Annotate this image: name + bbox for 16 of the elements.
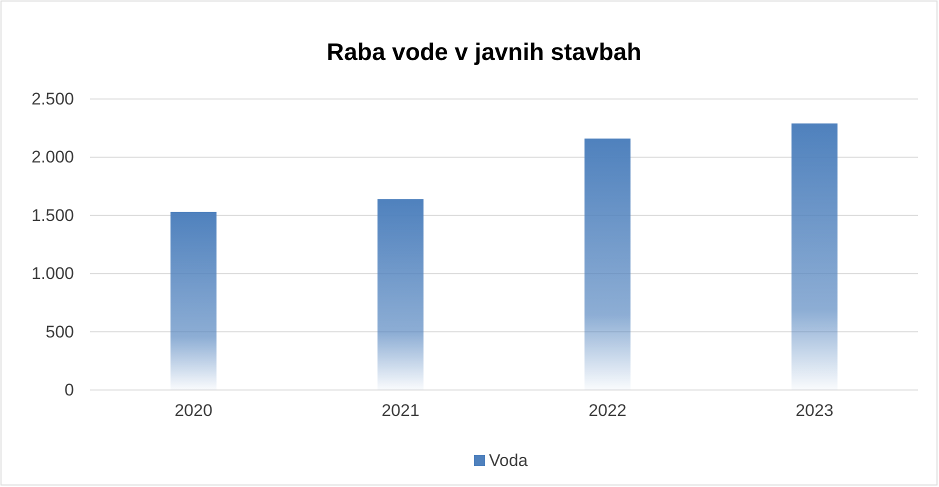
legend-label: Voda (489, 451, 528, 470)
y-tick-label: 1.000 (31, 264, 74, 284)
chart-title: Raba vode v javnih stavbah (326, 39, 642, 66)
x-tick-label: 2021 (382, 401, 420, 420)
x-tick-label: 2020 (174, 401, 212, 420)
bar (170, 212, 216, 390)
y-tick-label: 500 (46, 322, 74, 342)
bar (584, 138, 630, 390)
y-tick-label: 0 (64, 380, 74, 400)
bar (378, 199, 424, 390)
y-tick-label: 1.500 (31, 206, 74, 225)
y-tick-label: 2.500 (31, 89, 74, 108)
x-tick-label: 2023 (796, 401, 834, 420)
x-tick-label: 2022 (588, 401, 626, 420)
bar (792, 123, 838, 390)
y-tick-label: 2.000 (31, 148, 74, 167)
